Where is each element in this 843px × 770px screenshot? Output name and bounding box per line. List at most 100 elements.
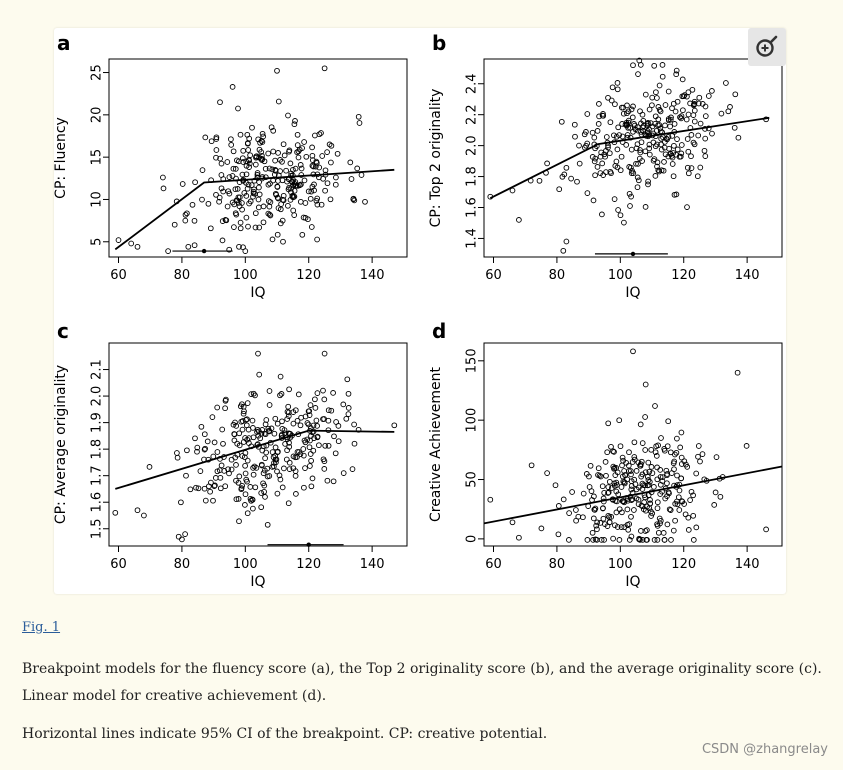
data-point	[556, 186, 563, 193]
zoom-button[interactable]	[748, 28, 786, 66]
data-point	[621, 524, 628, 530]
data-point	[566, 537, 572, 543]
data-point	[248, 391, 255, 397]
data-point	[252, 484, 259, 491]
data-point	[294, 417, 301, 424]
data-point	[300, 446, 307, 452]
data-point	[240, 403, 247, 410]
data-point	[663, 135, 670, 142]
data-point	[627, 468, 634, 474]
data-point	[262, 455, 268, 462]
data-point	[587, 462, 594, 469]
data-point	[662, 102, 669, 108]
data-point	[569, 489, 575, 495]
data-point	[189, 201, 196, 208]
data-point	[617, 443, 624, 450]
data-point	[661, 447, 668, 454]
data-point	[279, 158, 285, 165]
data-point	[589, 154, 596, 160]
data-point	[657, 517, 664, 524]
data-point	[244, 457, 251, 464]
data-point	[179, 536, 185, 543]
y-tick-label: 1.6	[465, 197, 480, 218]
data-point	[333, 174, 339, 181]
data-point	[593, 522, 600, 529]
y-tick-label: 2.2	[465, 104, 480, 125]
data-point	[309, 152, 316, 159]
data-point	[634, 174, 641, 181]
data-point	[684, 464, 691, 470]
data-point	[218, 185, 225, 192]
data-point	[605, 490, 611, 496]
data-point	[297, 162, 304, 168]
y-tick-label: 1.4	[465, 228, 480, 249]
data-point	[655, 122, 661, 129]
data-point	[141, 512, 147, 519]
data-point	[231, 224, 237, 230]
data-point	[625, 124, 631, 131]
data-point	[652, 449, 659, 456]
data-point	[608, 443, 614, 450]
data-point	[182, 217, 189, 224]
data-point	[287, 197, 294, 203]
data-point	[528, 462, 535, 469]
data-point	[584, 190, 591, 196]
data-point	[272, 167, 279, 174]
data-point	[249, 496, 256, 503]
data-point	[634, 184, 641, 191]
data-point	[319, 153, 326, 159]
data-point	[619, 498, 626, 504]
y-tick-label: 1.9	[90, 412, 105, 433]
data-point	[656, 168, 663, 175]
data-point	[347, 159, 354, 166]
data-point	[221, 468, 228, 474]
x-tick-label: 60	[110, 557, 127, 572]
data-point	[217, 474, 224, 481]
data-point	[678, 113, 685, 119]
figure-link[interactable]: Fig. 1	[22, 620, 61, 635]
data-point	[306, 412, 313, 418]
data-point	[324, 477, 331, 484]
data-point	[222, 217, 229, 223]
fit-line	[489, 116, 770, 200]
data-point	[309, 144, 315, 151]
data-point	[237, 131, 244, 138]
data-point	[644, 473, 651, 480]
data-point	[283, 456, 290, 463]
data-point	[646, 505, 653, 512]
y-axis-title: CP: Average originality	[54, 365, 69, 524]
data-point	[146, 464, 153, 470]
data-point	[358, 172, 365, 178]
data-point	[306, 444, 313, 451]
data-point	[233, 423, 240, 429]
data-point	[235, 194, 242, 201]
data-point	[624, 132, 631, 138]
data-point	[300, 452, 307, 459]
data-point	[631, 476, 638, 483]
data-point	[292, 468, 299, 474]
data-point	[256, 184, 262, 191]
data-point	[630, 128, 636, 135]
data-point	[348, 176, 355, 182]
data-point	[290, 420, 297, 427]
data-point	[115, 237, 122, 243]
data-point	[651, 156, 658, 162]
data-point	[653, 453, 660, 459]
data-point	[253, 153, 259, 160]
data-point	[673, 191, 680, 198]
data-point	[563, 238, 570, 245]
data-point	[279, 196, 286, 203]
data-point	[250, 390, 257, 397]
data-point	[654, 159, 661, 166]
data-point	[638, 461, 644, 468]
data-point	[613, 488, 620, 495]
data-point	[605, 420, 612, 427]
data-point	[695, 132, 702, 139]
data-point	[627, 203, 633, 209]
data-point	[205, 200, 212, 207]
data-point	[702, 113, 709, 119]
data-point	[308, 483, 315, 490]
data-point	[211, 439, 218, 446]
data-point	[649, 470, 656, 476]
data-point	[246, 440, 252, 446]
